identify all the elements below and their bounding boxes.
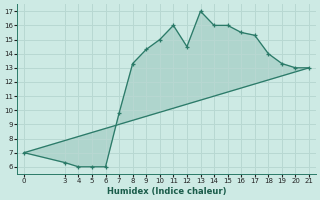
X-axis label: Humidex (Indice chaleur): Humidex (Indice chaleur) [107,187,226,196]
Polygon shape [24,11,309,167]
